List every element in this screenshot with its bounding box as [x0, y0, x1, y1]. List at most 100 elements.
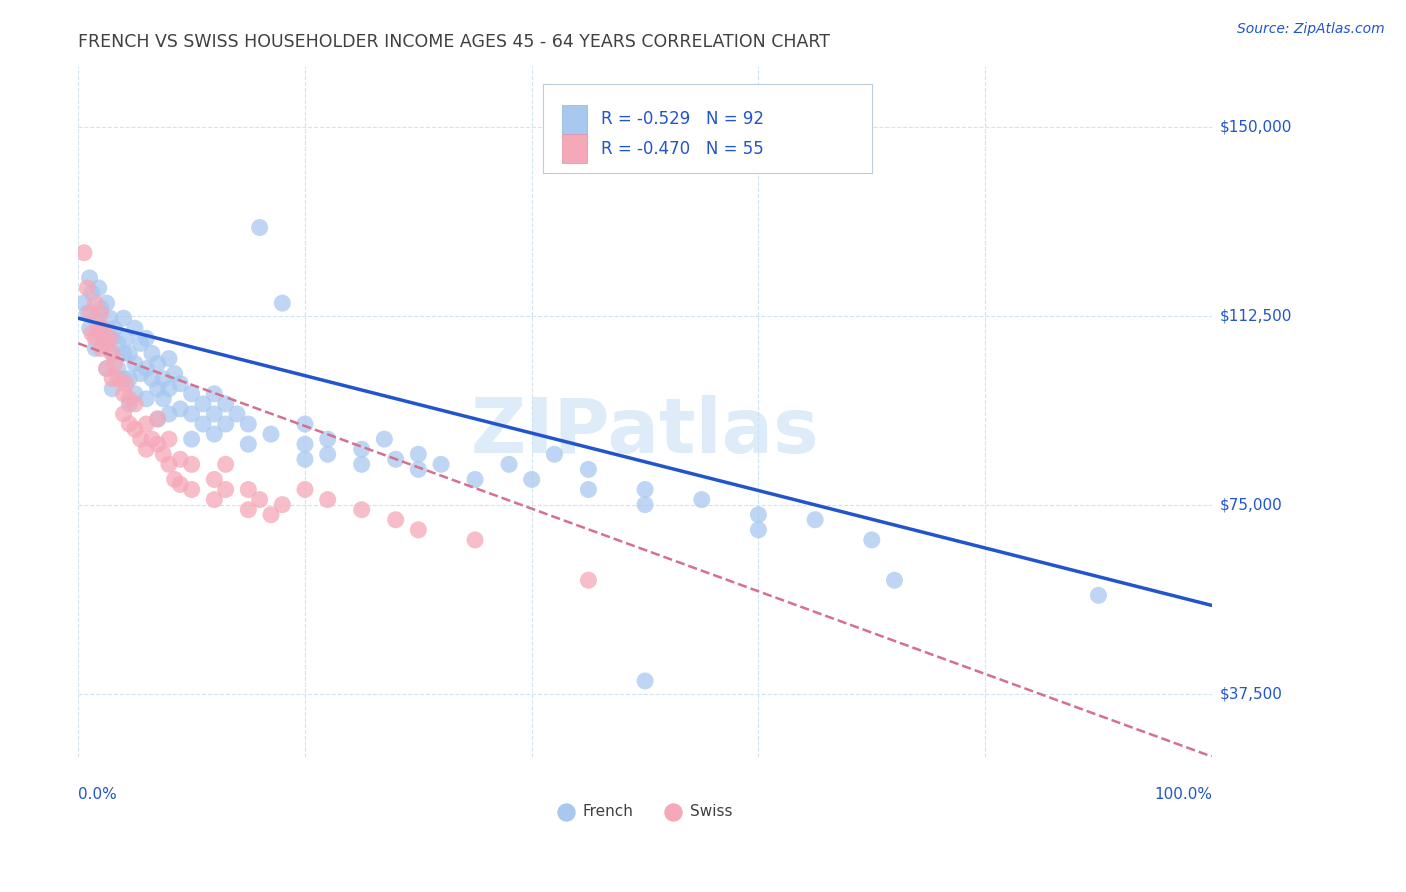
Point [191, 397, 214, 411]
Point [141, 372, 163, 386]
Point [214, 417, 236, 431]
Point [135, 442, 157, 457]
FancyBboxPatch shape [543, 84, 872, 173]
Point [146, 412, 169, 426]
Point [115, 376, 138, 391]
Point [152, 392, 174, 406]
Text: $75,000: $75,000 [1220, 497, 1282, 512]
Point [408, 447, 430, 461]
Point [107, 372, 129, 386]
Point [294, 417, 316, 431]
Text: $37,500: $37,500 [1220, 686, 1284, 701]
Point [129, 432, 152, 446]
Point [316, 447, 339, 461]
Point [373, 432, 395, 446]
Text: 100.0%: 100.0% [1154, 787, 1212, 802]
Point [118, 372, 141, 386]
Point [96, 336, 118, 351]
Point [101, 331, 124, 345]
Point [141, 432, 163, 446]
Point [634, 673, 657, 688]
Point [169, 401, 191, 416]
Point [576, 483, 599, 497]
Point [883, 573, 905, 587]
Point [576, 462, 599, 476]
Point [98, 331, 121, 345]
Point [84, 331, 107, 345]
Point [202, 407, 225, 421]
Point [238, 502, 260, 516]
Point [112, 407, 135, 421]
Point [118, 417, 141, 431]
Point [180, 483, 202, 497]
Point [226, 407, 249, 421]
Point [271, 498, 294, 512]
Point [180, 432, 202, 446]
Point [118, 392, 141, 406]
Point [101, 382, 124, 396]
Point [294, 452, 316, 467]
Point [124, 357, 146, 371]
Point [135, 392, 157, 406]
Point [202, 386, 225, 401]
Point [464, 533, 486, 547]
Point [79, 321, 101, 335]
Point [350, 442, 373, 457]
Point [146, 412, 169, 426]
Point [124, 321, 146, 335]
Point [98, 311, 121, 326]
Point [91, 321, 114, 335]
Point [662, 875, 685, 889]
Point [84, 311, 107, 326]
Point [202, 492, 225, 507]
Point [118, 346, 141, 360]
Point [238, 483, 260, 497]
Point [747, 508, 769, 522]
Point [384, 452, 406, 467]
Point [129, 367, 152, 381]
Bar [562, 105, 588, 134]
Point [214, 483, 236, 497]
Point [180, 458, 202, 472]
Point [316, 492, 339, 507]
Point [294, 437, 316, 451]
Text: $112,500: $112,500 [1220, 309, 1292, 323]
Point [152, 447, 174, 461]
Point [430, 458, 453, 472]
Point [90, 306, 112, 320]
Point [163, 367, 186, 381]
Point [260, 427, 283, 442]
Text: 0.0%: 0.0% [79, 787, 117, 802]
Point [157, 351, 180, 366]
Point [79, 306, 101, 320]
Point [112, 346, 135, 360]
Bar [562, 134, 588, 163]
Point [101, 346, 124, 360]
Point [124, 422, 146, 436]
Point [464, 472, 486, 486]
Point [747, 523, 769, 537]
Point [408, 523, 430, 537]
Point [80, 326, 103, 341]
Point [96, 361, 118, 376]
Point [157, 407, 180, 421]
Point [163, 472, 186, 486]
Point [634, 483, 657, 497]
Point [76, 306, 98, 320]
Point [84, 296, 107, 310]
Point [112, 386, 135, 401]
Point [202, 472, 225, 486]
Text: Swiss: Swiss [690, 805, 733, 819]
Point [214, 458, 236, 472]
Point [249, 492, 271, 507]
Point [157, 382, 180, 396]
Point [141, 346, 163, 360]
Point [79, 271, 101, 285]
Point [107, 361, 129, 376]
Point [520, 472, 543, 486]
Point [73, 245, 96, 260]
Text: R = -0.470   N = 55: R = -0.470 N = 55 [600, 140, 763, 158]
Point [860, 533, 883, 547]
Point [101, 372, 124, 386]
Point [238, 437, 260, 451]
